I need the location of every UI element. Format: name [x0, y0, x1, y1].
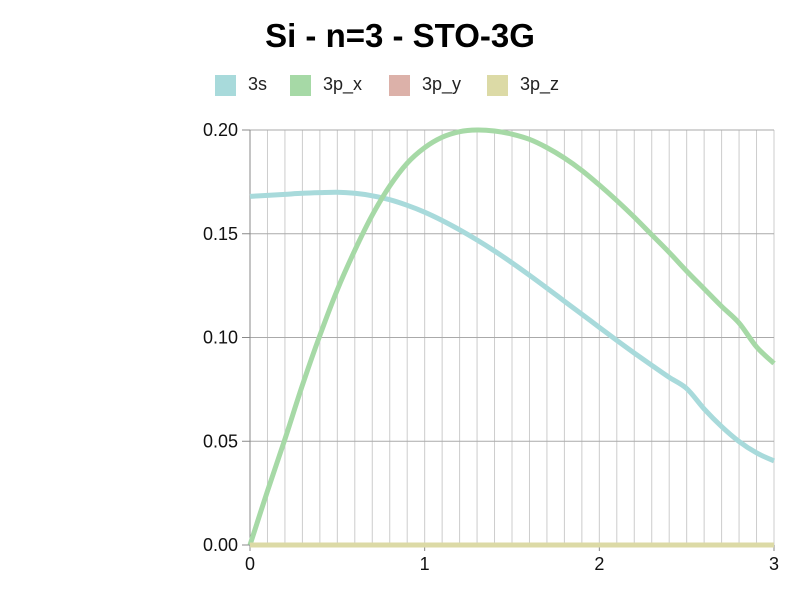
legend-swatch	[215, 75, 236, 96]
legend-item[interactable]: 3p_x	[290, 74, 362, 96]
chart-title: Si - n=3 - STO-3G	[265, 17, 535, 54]
y-tick-label: 0.10	[203, 328, 238, 348]
y-tick-label: 0.20	[203, 120, 238, 140]
legend-label: 3p_x	[323, 74, 362, 95]
x-tick-label: 2	[594, 554, 604, 574]
x-tick-label: 3	[769, 554, 779, 574]
x-tick-label: 1	[420, 554, 430, 574]
legend-item[interactable]: 3p_y	[389, 74, 461, 96]
series-line-3s	[249, 189, 776, 464]
legend-item[interactable]: 3p_z	[487, 74, 559, 96]
y-tick-label: 0.05	[203, 431, 238, 451]
legend-label: 3p_z	[520, 74, 559, 95]
series-line-3p-x	[247, 127, 776, 546]
y-tick-label: 0.00	[203, 535, 238, 555]
legend-label: 3p_y	[422, 74, 461, 95]
x-tick-label: 0	[245, 554, 255, 574]
legend-item[interactable]: 3s	[215, 74, 267, 96]
legend-swatch	[389, 75, 410, 96]
grid	[249, 129, 775, 546]
tick-labels: 0.00 0.05 0.10 0.15 0.20 0 1 2 3	[203, 120, 779, 574]
y-tick-label: 0.15	[203, 224, 238, 244]
legend-swatch	[487, 75, 508, 96]
series-layer	[247, 127, 776, 548]
legend: 3s 3p_x 3p_y 3p_z	[215, 74, 559, 96]
legend-swatch	[290, 75, 311, 96]
legend-label: 3s	[248, 74, 267, 94]
